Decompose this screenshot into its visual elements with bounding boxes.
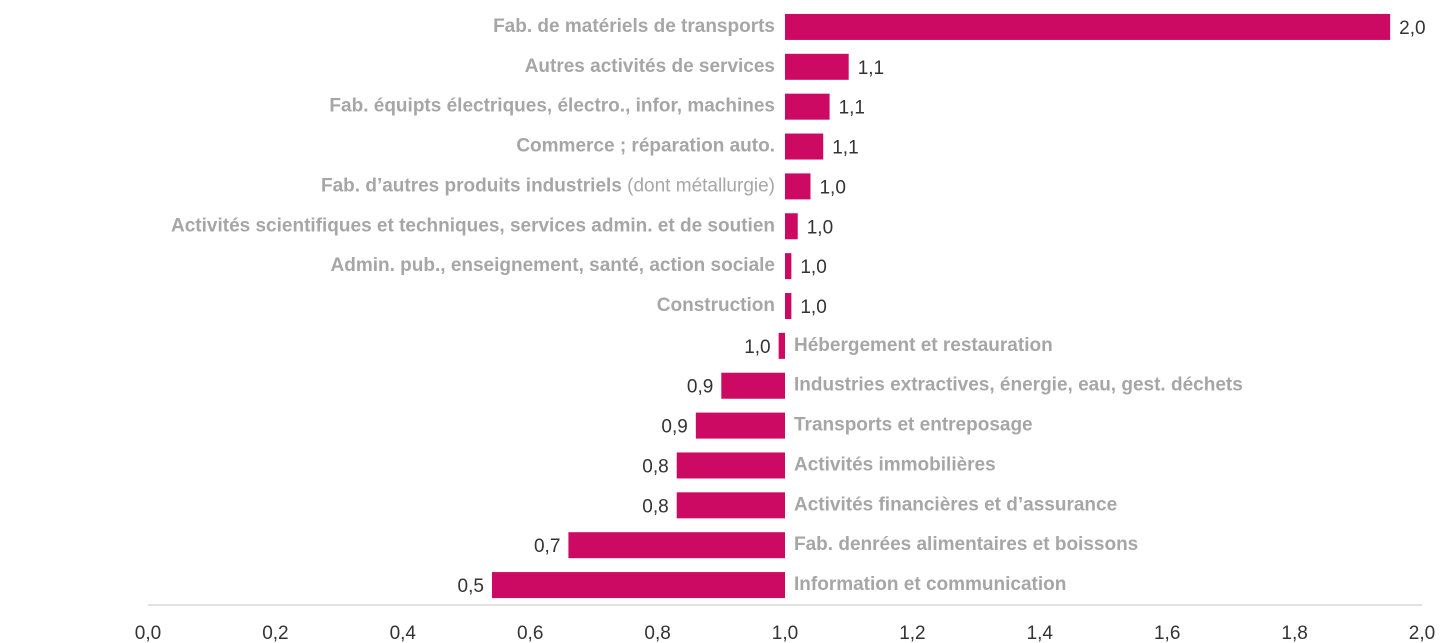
value-label: 2,0 — [1399, 18, 1425, 39]
x-tick-label: 2,0 — [1409, 623, 1435, 643]
x-tick-label: 1,2 — [899, 623, 925, 643]
category-text: Industries extractives, énergie, eau, ge… — [794, 375, 1243, 396]
bar — [785, 293, 792, 319]
bar — [778, 332, 785, 359]
category-label: Autres activités de services — [525, 56, 775, 77]
category-text: Transports et entreposage — [794, 415, 1033, 436]
x-tick-label: 0,4 — [390, 623, 417, 643]
bar — [785, 13, 1391, 40]
category-label: Industries extractives, énergie, eau, ge… — [794, 375, 1243, 396]
category-text: Admin. pub., enseignement, santé, action… — [331, 255, 776, 276]
value-label: 1,1 — [832, 138, 858, 159]
value-label: 0,9 — [661, 417, 687, 438]
bar — [568, 532, 785, 559]
category-label: Commerce ; réparation auto. — [516, 136, 775, 157]
category-text: Activités immobilières — [794, 454, 996, 475]
value-label: 0,5 — [458, 576, 484, 597]
bar — [695, 412, 785, 439]
x-tick-label: 1,6 — [1154, 623, 1180, 643]
x-tick-label: 1,0 — [772, 623, 798, 643]
value-label: 1,1 — [858, 58, 884, 79]
category-text: Construction — [657, 295, 775, 316]
bar — [785, 53, 849, 80]
category-text: Fab. équipts électriques, électro., info… — [329, 96, 775, 117]
category-text: Information et communication — [794, 574, 1066, 595]
category-label: Fab. de matériels de transports — [493, 16, 775, 37]
x-tick-label: 0,6 — [517, 623, 543, 643]
bar — [785, 133, 824, 160]
category-text: Fab. denrées alimentaires et boissons — [794, 534, 1138, 555]
x-tick-label: 0,8 — [644, 623, 670, 643]
category-text: Activités scientifiques et techniques, s… — [171, 215, 775, 236]
value-label: 1,1 — [839, 98, 865, 119]
category-label: Information et communication — [794, 574, 1066, 595]
value-label: 1,0 — [807, 217, 833, 238]
value-label: 0,7 — [534, 536, 560, 557]
category-text: Autres activités de services — [525, 56, 775, 77]
category-label: Activités scientifiques et techniques, s… — [171, 215, 775, 236]
category-text: Fab. d’autres produits industriels — [321, 175, 622, 196]
category-label: Activités financières et d’assurance — [794, 494, 1117, 515]
category-label: Construction — [657, 295, 775, 316]
bar — [785, 93, 830, 120]
category-text: Hébergement et restauration — [794, 335, 1053, 356]
category-label: Hébergement et restauration — [794, 335, 1053, 356]
bar — [676, 452, 785, 479]
category-label: Admin. pub., enseignement, santé, action… — [331, 255, 776, 276]
x-tick-label: 1,4 — [1027, 623, 1054, 643]
category-label: Fab. denrées alimentaires et boissons — [794, 534, 1138, 555]
bar — [676, 492, 785, 519]
bar — [785, 173, 811, 200]
value-label: 0,8 — [642, 456, 668, 477]
category-note: (dont métallurgie) — [627, 175, 775, 196]
bar — [785, 213, 798, 240]
bar — [785, 253, 792, 280]
value-label: 0,9 — [687, 377, 713, 398]
x-tick-label: 0,0 — [135, 623, 161, 643]
bar — [491, 572, 785, 599]
category-label: Fab. d’autres produits industriels (dont… — [321, 175, 775, 196]
value-label: 1,0 — [800, 297, 826, 318]
value-label: 1,0 — [744, 337, 770, 358]
category-text: Commerce ; réparation auto. — [516, 136, 775, 157]
category-label: Transports et entreposage — [794, 415, 1033, 436]
x-tick-label: 1,8 — [1281, 623, 1307, 643]
category-label: Fab. équipts électriques, électro., info… — [329, 96, 775, 117]
value-label: 1,0 — [819, 177, 845, 198]
category-label: Activités immobilières — [794, 454, 996, 475]
value-label: 0,8 — [642, 496, 668, 517]
category-text: Fab. de matériels de transports — [493, 16, 775, 37]
x-tick-label: 0,2 — [262, 623, 288, 643]
value-label: 1,0 — [800, 257, 826, 278]
bar — [721, 372, 785, 399]
category-text: Activités financières et d’assurance — [794, 494, 1117, 515]
